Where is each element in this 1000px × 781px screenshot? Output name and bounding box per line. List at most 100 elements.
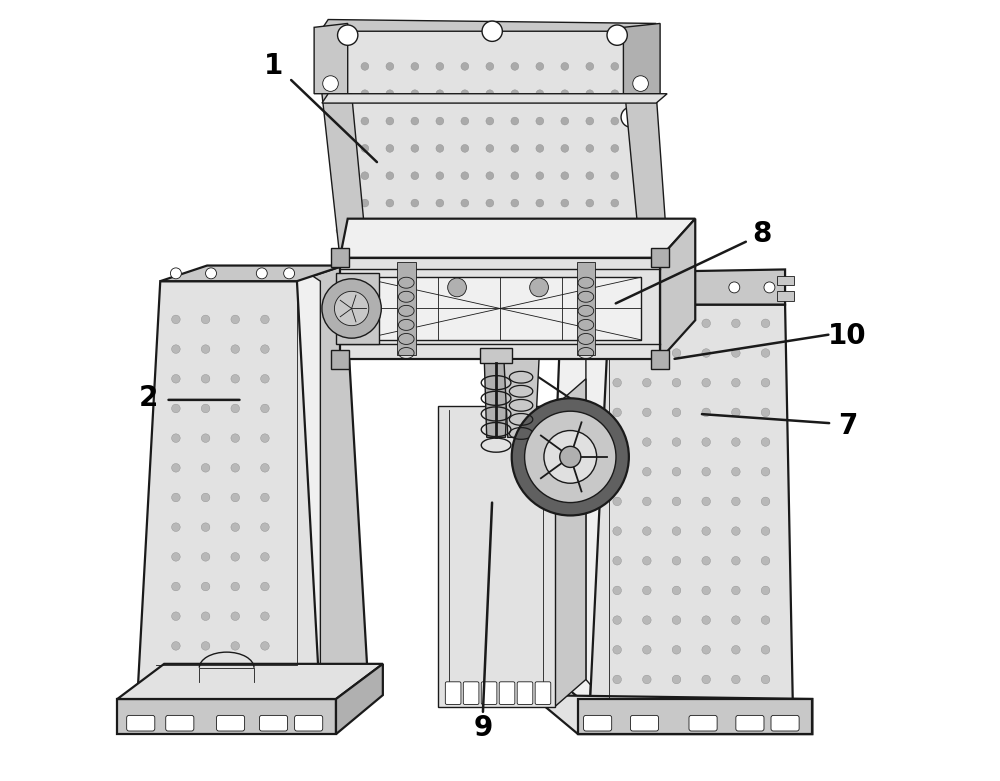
Circle shape [761, 586, 770, 595]
Polygon shape [578, 699, 812, 734]
FancyBboxPatch shape [397, 262, 416, 355]
Circle shape [461, 199, 469, 207]
Circle shape [201, 404, 210, 412]
Circle shape [732, 675, 740, 684]
Circle shape [636, 226, 644, 234]
FancyBboxPatch shape [736, 715, 764, 731]
Circle shape [336, 199, 344, 207]
Text: 10: 10 [828, 322, 867, 350]
Circle shape [672, 615, 681, 625]
Circle shape [643, 645, 651, 654]
Circle shape [512, 398, 629, 515]
FancyBboxPatch shape [651, 248, 669, 267]
Circle shape [761, 378, 770, 387]
Circle shape [536, 144, 544, 152]
Circle shape [361, 226, 369, 234]
Circle shape [411, 226, 419, 234]
Circle shape [761, 319, 770, 328]
Circle shape [702, 467, 710, 476]
Circle shape [643, 378, 651, 387]
Circle shape [732, 378, 740, 387]
Circle shape [284, 268, 295, 279]
Circle shape [336, 172, 344, 180]
Circle shape [536, 62, 544, 70]
FancyBboxPatch shape [517, 682, 533, 704]
Circle shape [201, 553, 210, 561]
Circle shape [672, 526, 681, 536]
Circle shape [461, 144, 469, 152]
Circle shape [643, 526, 651, 536]
Circle shape [761, 526, 770, 536]
Circle shape [361, 117, 369, 125]
Circle shape [672, 675, 681, 684]
Polygon shape [297, 266, 320, 699]
Circle shape [561, 117, 569, 125]
Circle shape [613, 467, 621, 476]
Polygon shape [586, 281, 609, 707]
FancyBboxPatch shape [216, 715, 245, 731]
Circle shape [172, 404, 180, 412]
Circle shape [261, 463, 269, 472]
Circle shape [411, 117, 419, 125]
Circle shape [702, 615, 710, 625]
Circle shape [643, 675, 651, 684]
Circle shape [633, 76, 648, 91]
Circle shape [525, 411, 616, 503]
FancyBboxPatch shape [336, 273, 379, 344]
Circle shape [643, 615, 651, 625]
Circle shape [761, 408, 770, 416]
FancyBboxPatch shape [259, 715, 288, 731]
Circle shape [436, 90, 444, 98]
Circle shape [322, 279, 381, 338]
Circle shape [461, 90, 469, 98]
Polygon shape [562, 269, 785, 305]
Circle shape [361, 90, 369, 98]
Circle shape [643, 319, 651, 328]
Text: 1: 1 [264, 52, 283, 80]
Circle shape [761, 497, 770, 506]
FancyBboxPatch shape [771, 715, 799, 731]
Circle shape [613, 556, 621, 565]
Circle shape [561, 144, 569, 152]
Circle shape [172, 374, 180, 383]
Text: 7: 7 [838, 412, 857, 440]
Circle shape [511, 226, 519, 234]
Circle shape [386, 117, 394, 125]
Circle shape [261, 612, 269, 620]
Circle shape [511, 62, 519, 70]
FancyBboxPatch shape [445, 682, 461, 704]
FancyBboxPatch shape [295, 715, 323, 731]
Circle shape [613, 408, 621, 416]
Circle shape [643, 556, 651, 565]
Circle shape [486, 172, 494, 180]
Text: 9: 9 [473, 714, 492, 742]
Circle shape [231, 642, 240, 650]
Circle shape [530, 278, 548, 297]
Polygon shape [660, 219, 695, 359]
Circle shape [511, 172, 519, 180]
Circle shape [702, 497, 710, 506]
FancyBboxPatch shape [331, 350, 349, 369]
Circle shape [201, 315, 210, 323]
Polygon shape [547, 273, 609, 707]
Polygon shape [438, 406, 555, 707]
Circle shape [261, 315, 269, 323]
Circle shape [256, 268, 267, 279]
Circle shape [732, 497, 740, 506]
Circle shape [761, 675, 770, 684]
Circle shape [436, 199, 444, 207]
Circle shape [702, 378, 710, 387]
Circle shape [231, 671, 240, 679]
Circle shape [261, 374, 269, 383]
Circle shape [201, 494, 210, 502]
Circle shape [732, 408, 740, 416]
Circle shape [486, 62, 494, 70]
Circle shape [586, 199, 594, 207]
Circle shape [621, 107, 641, 127]
Circle shape [672, 437, 681, 447]
Circle shape [536, 226, 544, 234]
Polygon shape [320, 20, 656, 31]
Circle shape [611, 172, 619, 180]
Circle shape [536, 117, 544, 125]
Circle shape [643, 437, 651, 447]
